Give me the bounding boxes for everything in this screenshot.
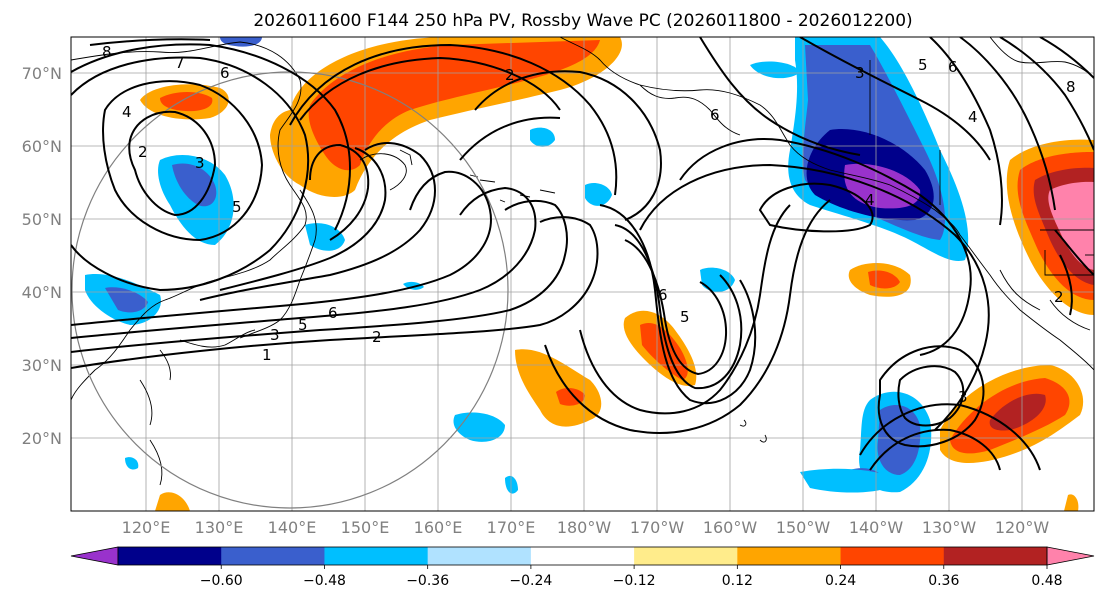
positive-anomaly-north-pacific (140, 37, 622, 197)
colorbar-segment (221, 547, 325, 565)
lon-label: 150°E (341, 518, 390, 537)
colorbar-tick-label: −0.48 (303, 573, 346, 589)
pv-contours (71, 37, 1094, 471)
colorbar-segment (943, 547, 1048, 565)
lon-label: 140°W (849, 518, 904, 537)
colorbar-tick-label: 0.24 (825, 573, 856, 589)
contour-label: 4 (865, 191, 875, 209)
contour-label: 3 (855, 64, 865, 82)
contour-label: 2 (505, 66, 515, 84)
lon-label: 150°W (776, 518, 831, 537)
contour-label: 6 (220, 64, 230, 82)
latitude-labels: 70°N 60°N 50°N 40°N 30°N 20°N (22, 64, 62, 448)
contour-label: 2 (372, 328, 382, 346)
lon-label: 120°E (122, 518, 171, 537)
negative-anomaly-western-pacific (85, 37, 800, 494)
contour-label: 7 (175, 54, 185, 72)
lon-label: 170°W (630, 518, 685, 537)
contour-label: 8 (102, 43, 112, 61)
colorbar-segment (737, 547, 842, 565)
lon-label: 160°W (703, 518, 758, 537)
contour-label: 4 (968, 108, 978, 126)
colorbar-segment (530, 547, 635, 565)
colorbar-tick-label: −0.60 (200, 573, 243, 589)
positive-anomaly-subtropical-east (940, 365, 1084, 464)
coastlines (71, 37, 1094, 486)
contour-label: 5 (232, 198, 242, 216)
lon-label: 180°W (557, 518, 612, 537)
longitude-labels: 120°E 130°E 140°E 150°E 160°E 170°E 180°… (122, 518, 1050, 537)
colorbar-tick-label: −0.24 (509, 573, 552, 589)
contour-label: 2 (138, 143, 148, 161)
colorbar-segment (427, 547, 532, 565)
contour-label: 6 (658, 286, 668, 304)
colorbar-outline (117, 546, 1048, 566)
contour-label: 5 (298, 316, 308, 334)
lon-label: 160°E (414, 518, 463, 537)
contour-label: 6 (328, 304, 338, 322)
contour-label: 5 (918, 56, 928, 74)
colorbar-tick-label: −0.12 (613, 573, 656, 589)
contour-label: 8 (1066, 78, 1076, 96)
contour-label: 6 (710, 106, 720, 124)
lon-label: 130°W (922, 518, 977, 537)
contour-label: 3 (195, 154, 205, 172)
lon-label: 140°E (268, 518, 317, 537)
lat-label: 70°N (22, 64, 62, 83)
lat-label: 20°N (22, 429, 62, 448)
contour-label: 4 (122, 103, 132, 121)
map-frame (70, 36, 1095, 512)
colorbar-extend-low (70, 546, 119, 566)
colorbar-segment (118, 547, 222, 565)
graticule (71, 37, 1094, 511)
colorbar-tick-label: 0.12 (722, 573, 753, 589)
lat-label: 50°N (22, 210, 62, 229)
positive-anomaly-southwest (155, 492, 1079, 511)
lon-label: 130°E (195, 518, 244, 537)
lat-label: 30°N (22, 356, 62, 375)
colorbar-tick-label: 0.48 (1031, 573, 1062, 589)
contour-label: 5 (680, 308, 690, 326)
lat-label: 60°N (22, 137, 62, 156)
contour-label: 3 (958, 388, 968, 406)
colorbar-segment (324, 547, 429, 565)
pv-shading (85, 37, 1094, 511)
colorbar-tick-label: −0.36 (406, 573, 449, 589)
contour-label: 2 (1054, 288, 1064, 306)
map-title: 2026011600 F144 250 hPa PV, Rossby Wave … (253, 11, 912, 31)
lon-label: 120°W (995, 518, 1050, 537)
positive-anomaly-west-us (1006, 139, 1094, 315)
map-panel: 8 7 6 4 2 3 5 6 3 2 1 5 6 5 6 2 3 4 5 6 (70, 36, 1095, 512)
colorbar-tick-label: 0.36 (928, 573, 959, 589)
lat-label: 40°N (22, 283, 62, 302)
colorbar: −0.60 −0.48 −0.36 −0.24 −0.12 0.12 0.24 0.36 0.4… (70, 546, 1095, 589)
colorbar-segment (634, 547, 738, 565)
negative-anomaly-gulf-of-alaska (788, 37, 969, 261)
colorbar-segment (840, 547, 945, 565)
colorbar-extend-high (1046, 546, 1095, 566)
contour-label: 3 (270, 326, 280, 344)
lon-label: 170°E (487, 518, 536, 537)
contour-label: 6 (948, 58, 958, 76)
pv-contour-labels: 8 7 6 4 2 3 5 6 3 2 1 5 6 5 6 2 3 4 5 6 (102, 43, 1076, 406)
contour-label: 1 (262, 346, 272, 364)
